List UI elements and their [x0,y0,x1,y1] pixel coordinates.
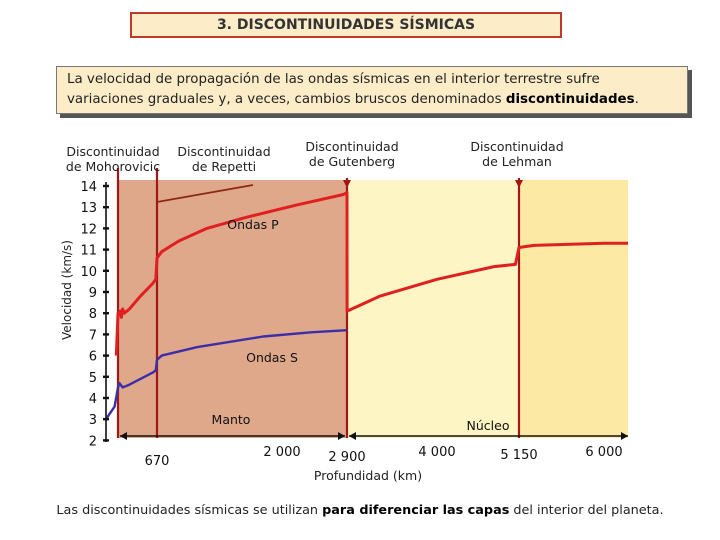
page-title-text: 3. DISCONTINUIDADES SÍSMICAS [216,17,476,33]
y-axis-title: Velocidad (km/s) [60,240,74,340]
disc-moho-line2: de Mohorovicic [66,159,160,174]
x-tick-label: 5 150 [500,448,537,463]
footer-text: Las discontinuidades sísmicas se utiliza… [0,503,720,518]
y-tick-label: 13 [80,201,97,216]
y-tick-label: 5 [89,371,97,386]
y-tick-label: 3 [89,413,97,428]
intro-box: La velocidad de propagación de las ondas… [56,66,688,114]
y-tick-label: 11 [80,244,97,259]
y-tick-label: 14 [80,180,97,195]
y-tick-label: 9 [89,286,97,301]
x-axis-title: Profundidad (km) [314,468,422,483]
y-tick-label: 6 [89,350,97,365]
label-manto: Manto [212,412,251,427]
repetti-pointer-line [156,184,254,203]
gutenberg-arrowhead [343,180,351,188]
nucleo-extent-arrow [349,432,628,440]
disc-lehman-line2: de Lehman [482,154,552,169]
x-tick-label: 6 000 [585,445,622,460]
p-wave-curve [114,190,628,356]
manto-extent-arrow [120,432,345,440]
y-tick-label: 7 [89,328,97,343]
s-wave-curve [105,329,348,420]
label-ondas-s: Ondas S [246,350,298,365]
label-ondas-p: Ondas P [227,217,279,232]
disc-repetti-line2: de Repetti [192,159,256,174]
intro-text: La velocidad de propagación de las ondas… [67,72,600,107]
intro-bold-term: discontinuidades [505,92,635,107]
page-title: 3. DISCONTINUIDADES SÍSMICAS [130,12,562,38]
footer-bold: para diferenciar las capas [322,503,510,518]
label-nucleo: Núcleo [467,418,510,433]
intro-period: . [634,92,639,107]
nucleo-extent-arrow-left-head [349,432,356,440]
y-tick-label: 10 [80,265,97,280]
footer-part1: Las discontinuidades sísmicas se utiliza… [56,503,323,518]
y-tick-label: 2 [89,434,97,449]
lehman-arrowhead [515,180,523,188]
y-tick-label: 12 [80,222,97,237]
inner-core-region [519,180,628,438]
y-tick-label: 4 [89,392,97,407]
x-tick-label: 4 000 [418,445,455,460]
nucleo-extent-arrow-right-head [621,432,628,440]
y-tick-label: 8 [89,307,97,322]
disc-gutenberg-line1: Discontinuidad [305,139,398,154]
disc-gutenberg-line2: de Gutenberg [309,154,395,169]
disc-moho-line1: Discontinuidad [66,144,159,159]
manto-extent-arrow-left-head [120,432,127,440]
manto-extent-arrow-right-head [338,432,345,440]
disc-repetti-line1: Discontinuidad [177,144,270,159]
x-tick-label: 2 000 [263,445,300,460]
footer-part2: del interior del planeta. [509,503,664,518]
x-tick-label: 2 900 [328,450,365,465]
disc-lehman-line1: Discontinuidad [470,139,563,154]
x-tick-label: 670 [145,454,170,469]
outer-core-region [347,180,519,438]
